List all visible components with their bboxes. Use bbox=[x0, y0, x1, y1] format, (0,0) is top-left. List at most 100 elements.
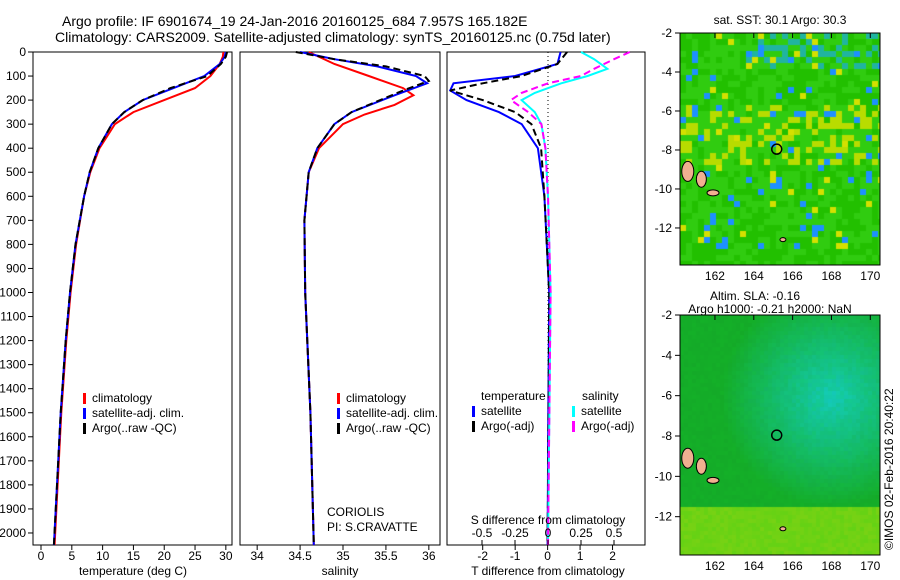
x-tick-label: 166 bbox=[783, 269, 803, 283]
y-tick-label: -2 bbox=[661, 308, 672, 322]
temperature-line bbox=[52, 51, 227, 546]
legend-swatch bbox=[472, 421, 475, 432]
difference-line bbox=[448, 51, 562, 546]
x-tick-label: 20 bbox=[158, 549, 172, 563]
sst-map-title: sat. SST: 30.1 Argo: 30.3 bbox=[714, 13, 847, 27]
legend-label: Argo(-adj) bbox=[481, 419, 534, 433]
x-tick-label: 168 bbox=[821, 559, 841, 573]
y-tick-label: 900 bbox=[6, 261, 26, 275]
salinity-x-axis-label: salinity bbox=[322, 564, 359, 578]
temperature-x-axis-label: temperature (deg C) bbox=[79, 564, 187, 578]
sla-map-subtitle: Argo h1000: -0.21 h2000: NaN bbox=[688, 302, 851, 316]
island-shape bbox=[681, 447, 695, 469]
legend-swatch bbox=[472, 406, 475, 417]
imos-credit: ©IMOS 02-Feb-2016 20:40:22 bbox=[882, 388, 896, 550]
legend-label: satellite-adj. clim. bbox=[92, 406, 184, 420]
y-tick-label: 300 bbox=[6, 117, 26, 131]
y-tick-label: 2000 bbox=[0, 526, 26, 540]
y-tick-label: -8 bbox=[661, 143, 672, 157]
legend-swatch bbox=[337, 408, 340, 419]
island-shape bbox=[706, 189, 720, 197]
x-tick-label: 164 bbox=[744, 269, 764, 283]
sla-map-frame bbox=[679, 314, 881, 556]
x-tick-label: 30 bbox=[219, 549, 233, 563]
y-tick-label: 1100 bbox=[0, 310, 26, 324]
x-tick-label: 34 bbox=[250, 549, 264, 563]
legend-title-temperature: temperature bbox=[481, 389, 546, 403]
annotation-pi: PI: S.CRAVATTE bbox=[327, 520, 418, 534]
t-difference-axis-label: T difference from climatology bbox=[471, 564, 625, 578]
sla-map-canvas bbox=[680, 315, 880, 555]
y-tick-label: -8 bbox=[661, 429, 672, 443]
x-tick-label: 10 bbox=[96, 549, 110, 563]
difference-line bbox=[449, 51, 568, 546]
temperature-axes-box bbox=[32, 51, 233, 546]
x-tick-label: 170 bbox=[860, 269, 880, 283]
salinity-line bbox=[295, 51, 431, 546]
x-tick-label: 34.5 bbox=[288, 549, 312, 563]
x-tick-label: 15 bbox=[127, 549, 141, 563]
y-tick-label: 400 bbox=[6, 141, 26, 155]
legend-swatch bbox=[337, 423, 340, 434]
island-shape bbox=[779, 237, 787, 243]
x-tick-label: 25 bbox=[188, 549, 202, 563]
x-tick-label: 166 bbox=[783, 559, 803, 573]
island-shape bbox=[779, 526, 787, 532]
y-tick-label: -12 bbox=[655, 510, 673, 524]
island-shape bbox=[681, 160, 695, 182]
x-tick-label: 35 bbox=[336, 549, 350, 563]
legend-label: Argo(..raw -QC) bbox=[92, 421, 177, 435]
sla-map-title: Altim. SLA: -0.16 bbox=[710, 289, 800, 303]
y-tick-label: 1700 bbox=[0, 454, 26, 468]
y-tick-label: -10 bbox=[655, 469, 673, 483]
x2-tick-label: 0.5 bbox=[606, 526, 623, 540]
x-tick-label: 170 bbox=[860, 559, 880, 573]
x-tick-label: 0 bbox=[544, 549, 551, 563]
legend-title-salinity: salinity bbox=[582, 389, 619, 403]
legend-label: satellite bbox=[581, 404, 622, 418]
y-tick-label: 500 bbox=[6, 165, 26, 179]
s-difference-axis-label: S difference from climatology bbox=[471, 513, 626, 527]
x2-tick-label: 0 bbox=[545, 526, 552, 540]
plot-group: 0100200300400500600700800900100011001200… bbox=[0, 13, 881, 578]
x2-tick-label: 0.25 bbox=[569, 526, 593, 540]
x-tick-label: 168 bbox=[821, 269, 841, 283]
legend-label: climatology bbox=[346, 391, 406, 405]
y-tick-label: 1200 bbox=[0, 334, 26, 348]
legend-swatch bbox=[572, 406, 575, 417]
title-line-2: Climatology: CARS2009. Satellite-adjuste… bbox=[55, 29, 611, 45]
argo-float-marker bbox=[770, 429, 783, 441]
legend-label: Argo(..raw -QC) bbox=[346, 421, 431, 435]
x2-tick-label: -0.5 bbox=[472, 526, 493, 540]
difference-line bbox=[519, 51, 610, 546]
argo-float-marker bbox=[770, 143, 783, 155]
legend-swatch bbox=[83, 423, 86, 434]
x-tick-label: 162 bbox=[705, 269, 725, 283]
y-tick-label: 0 bbox=[19, 45, 26, 59]
y-tick-label: 600 bbox=[6, 189, 26, 203]
x-tick-label: 164 bbox=[744, 559, 764, 573]
y-tick-label: 1400 bbox=[0, 382, 26, 396]
sst-map-canvas bbox=[680, 33, 880, 265]
y-tick-label: -4 bbox=[661, 65, 672, 79]
title-line-1: Argo profile: IF 6901674_19 24-Jan-2016 … bbox=[62, 13, 528, 29]
legend-swatch bbox=[83, 393, 86, 404]
y-tick-label: -10 bbox=[655, 182, 673, 196]
differences-axes-box bbox=[446, 51, 646, 546]
y-tick-label: -2 bbox=[661, 26, 672, 40]
y-tick-label: -4 bbox=[661, 348, 672, 362]
y-tick-label: 200 bbox=[6, 93, 26, 107]
island-shape bbox=[695, 457, 707, 475]
x-tick-label: -2 bbox=[477, 549, 488, 563]
island-shape bbox=[706, 476, 720, 484]
legend-swatch bbox=[83, 408, 86, 419]
temperature-line bbox=[52, 51, 229, 546]
temperature-line bbox=[53, 51, 225, 546]
legend-swatch bbox=[337, 393, 340, 404]
island-shape bbox=[695, 170, 707, 188]
x2-tick-label: -0.25 bbox=[501, 526, 529, 540]
x-tick-label: 5 bbox=[68, 549, 75, 563]
y-tick-label: 1000 bbox=[0, 285, 26, 299]
y-tick-label: -12 bbox=[655, 221, 673, 235]
